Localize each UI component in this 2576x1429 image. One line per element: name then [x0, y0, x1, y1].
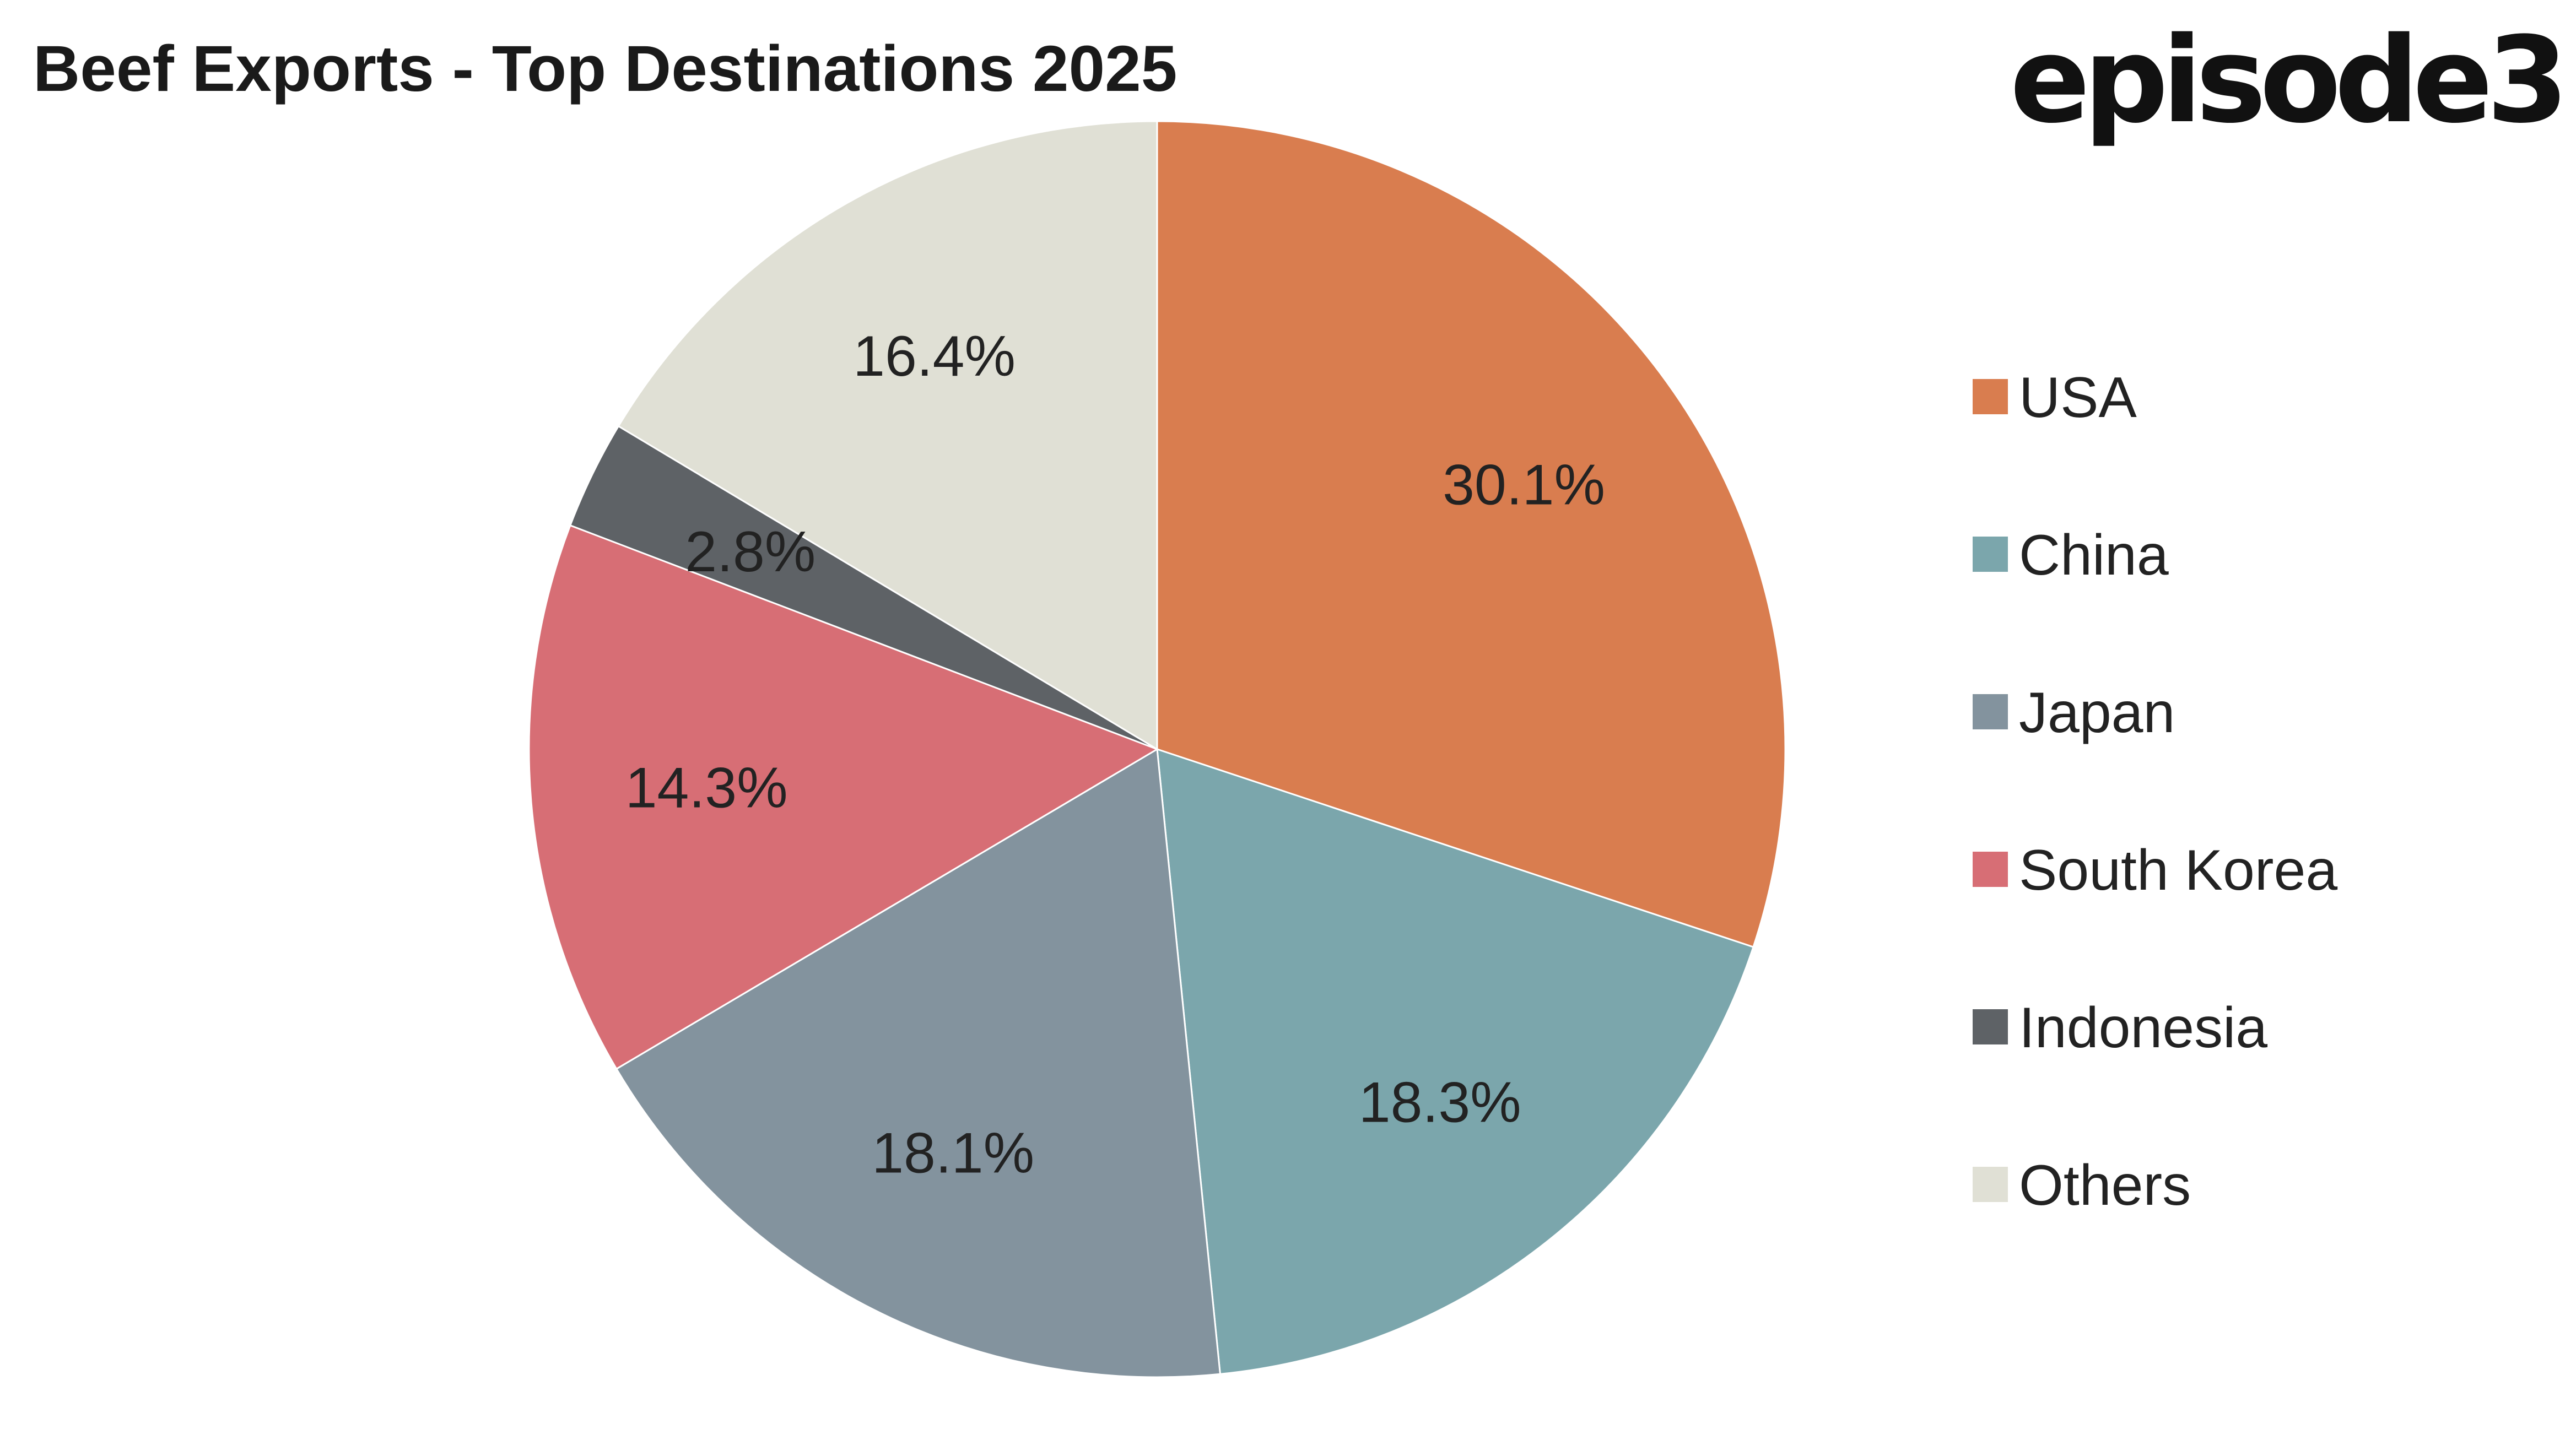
legend-label-south-korea: South Korea: [2019, 838, 2337, 902]
pie: [528, 120, 1786, 1378]
legend-swatch-others: [1973, 1167, 2008, 1202]
pie-slice-japan: [615, 748, 1222, 1378]
legend-label-indonesia: Indonesia: [2019, 996, 2267, 1060]
pie-slice-others: [617, 120, 1158, 751]
data-label-south-korea: 14.3%: [625, 756, 788, 820]
legend-label-japan: Japan: [2019, 681, 2175, 745]
legend-swatch-japan: [1973, 694, 2008, 729]
legend-label-usa: USA: [2019, 366, 2137, 430]
legend-swatch-south-korea: [1973, 852, 2008, 887]
data-label-indonesia: 2.8%: [685, 520, 816, 584]
legend-swatch-china: [1973, 537, 2008, 572]
legend-label-china: China: [2019, 523, 2169, 587]
pie-slice-china: [1156, 748, 1754, 1375]
data-labels: 30.1% 18.3% 18.1% 14.3% 2.8% 16.4%: [625, 324, 1605, 1186]
pie-slice-south-korea: [528, 524, 1159, 1070]
legend-swatch-usa: [1973, 379, 2008, 414]
data-label-china: 18.3%: [1359, 1071, 1521, 1135]
data-label-others: 16.4%: [853, 324, 1016, 388]
legend-swatch-indonesia: [1973, 1009, 2008, 1044]
episode3-logo: episode3: [2010, 11, 2562, 149]
chart-title: Beef Exports - Top Destinations 2025: [33, 33, 1177, 105]
data-label-japan: 18.1%: [872, 1122, 1034, 1186]
legend: USA China Japan South Korea Indonesia Others: [1973, 366, 2337, 1217]
pie-slice-usa: [1156, 120, 1786, 948]
data-label-usa: 30.1%: [1443, 453, 1605, 517]
legend-label-others: Others: [2019, 1154, 2191, 1217]
